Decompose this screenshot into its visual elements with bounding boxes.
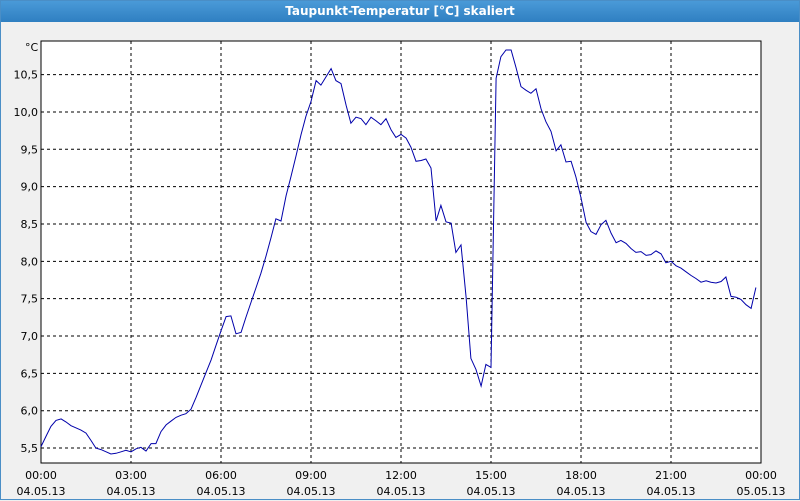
y-tick-label: 5,5 (21, 442, 39, 455)
x-tick-time: 03:00 (115, 469, 147, 482)
x-tick-date: 04.05.13 (557, 485, 606, 498)
x-tick-date: 04.05.13 (287, 485, 336, 498)
x-tick-time: 00:00 (25, 469, 57, 482)
y-tick-label: 8,5 (21, 218, 39, 231)
y-tick-label: 9,0 (21, 181, 39, 194)
y-tick-label: 7,0 (21, 330, 39, 343)
x-tick-time: 21:00 (655, 469, 687, 482)
y-axis-label: °C (25, 41, 39, 54)
y-tick-label: 10,0 (14, 106, 39, 119)
x-tick-time: 15:00 (475, 469, 507, 482)
x-tick-date: 04.05.13 (197, 485, 246, 498)
x-tick-time: 09:00 (295, 469, 327, 482)
y-axis-ticks: 5,5 6,0 6,5 7,0 7,5 8,0 8,5 9,0 9,5 10,0 10,5 (14, 69, 39, 455)
y-tick-label: 6,0 (21, 405, 39, 418)
x-tick-time: 12:00 (385, 469, 417, 482)
x-tick-date: 04.05.13 (467, 485, 516, 498)
x-tick-date: 05.05.13 (737, 485, 786, 498)
x-axis-ticks: 00:00 04.05.13 03:00 04.05.13 06:00 04.05.13 0… (17, 469, 786, 498)
grid-lines (41, 41, 761, 463)
x-tick-date: 04.05.13 (107, 485, 156, 498)
x-tick-date: 04.05.13 (17, 485, 66, 498)
y-tick-label: 6,5 (21, 367, 39, 380)
x-tick-date: 04.05.13 (647, 485, 696, 498)
y-tick-label: 7,5 (21, 293, 39, 306)
window-title: Taupunkt-Temperatur [°C] skaliert (1, 1, 799, 22)
y-tick-label: 10,5 (14, 69, 39, 82)
x-tick-time: 18:00 (565, 469, 597, 482)
x-tick-time: 00:00 (745, 469, 777, 482)
y-tick-label: 8,0 (21, 255, 39, 268)
x-tick-time: 06:00 (205, 469, 237, 482)
x-tick-date: 04.05.13 (377, 485, 426, 498)
series-line (40, 49, 757, 455)
y-tick-label: 9,5 (21, 143, 39, 156)
